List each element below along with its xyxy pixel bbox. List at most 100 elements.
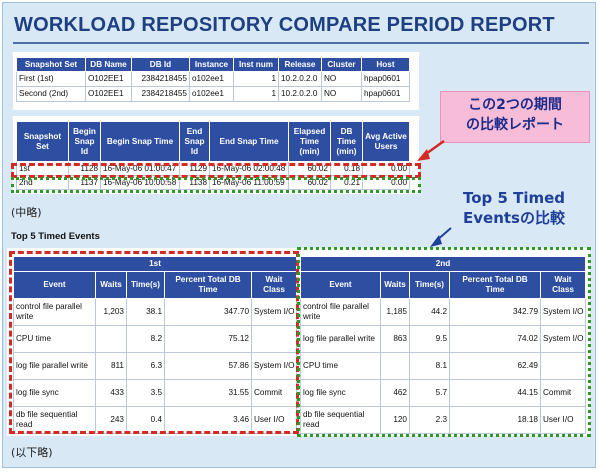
period-cell: 1137 [68, 175, 101, 190]
events-first-cell: 3.46 [164, 406, 252, 434]
events-second-cell: log file sync [300, 379, 381, 407]
snapshot-header-db-name: DB Name [85, 57, 132, 72]
snapshot-cell: 1 [233, 71, 279, 87]
events-first-cell: db file sequential read [13, 406, 96, 434]
snapshot-cell: 10.2.0.2.0 [278, 71, 322, 87]
report-title: WORKLOAD REPOSITORY COMPARE PERIOD REPOR… [14, 14, 555, 36]
events-second-cell: System I/O [539, 298, 587, 326]
period-header-avg-active-users: Avg Active Users [362, 121, 410, 162]
callout-top5-line-1: Top 5 Timed [462, 189, 566, 207]
title-rule [13, 42, 589, 44]
omitted-middle-note: (中略) [11, 206, 42, 219]
events-first-row: db file sequential read 243 0.4 3.46 User I/… [13, 406, 298, 434]
snapshot-header-inst-num: Inst num [233, 57, 279, 72]
callout-periods-line-1: この2つの期間 [468, 97, 562, 113]
period-cell: 0.18 [330, 161, 363, 176]
period-header-begin-snap-time: Begin Snap Time [100, 121, 180, 162]
events-first-cell: 8.2 [126, 325, 165, 353]
snapshot-cell: O102EE1 [85, 86, 132, 102]
snapshot-period-table: Snapshot Set Begin Snap Id Begin Snap Time… [16, 121, 410, 190]
period-header-end-snap-time: End Snap Time [209, 121, 289, 162]
events-second-cell: User I/O [539, 406, 587, 434]
top5-comparison-callout: Top 5 Timed Eventsの比較 [440, 188, 588, 228]
events-first-cell: 75.12 [164, 325, 252, 353]
events-second-header-time-s: Time(s) [409, 271, 450, 299]
events-second-cell: db file sequential read [300, 406, 381, 434]
events-second-row: control file parallel write 1,185 44.2 342.… [300, 298, 587, 326]
period-cell: 60.02 [288, 161, 331, 176]
period-row: 1st 1128 16-May-06 01:00:47 1129 16-May-06 0… [16, 161, 410, 176]
events-second-cell: 863 [380, 325, 410, 353]
snapshot-set-table: Snapshot Set DB Name DB Id Instance Inst num… [16, 57, 410, 102]
events-second-cell: control file parallel write [300, 298, 381, 326]
period-cell: 16-May-06 11:00:59 [209, 175, 289, 190]
period-header-end-snap-id: End Snap Id [179, 121, 210, 162]
top5-section-heading: Top 5 Timed Events [11, 231, 100, 242]
snapshot-row: First (1st) O102EE1 2384218455 o102ee1 1 10.2… [16, 71, 410, 87]
events-second-cell: System I/O [539, 325, 587, 353]
period-header-elapsed-time-min: Elapsed Time (min) [288, 121, 331, 162]
events-second-row: log file parallel write 863 9.5 74.02 System… [300, 325, 587, 353]
events-second-cell [380, 352, 410, 380]
events-first-cell: 31.55 [164, 379, 252, 407]
top5-callout-arrow-icon [430, 227, 452, 247]
snapshot-cell: 2384218455 [131, 71, 190, 87]
snapshot-header-instance: Instance [189, 57, 234, 72]
events-first-row: control file parallel write 1,203 38.1 347.… [13, 298, 298, 326]
events-first-row: log file sync 433 3.5 31.55 Commit [13, 379, 298, 407]
events-second-row: CPU time 8.1 62.49 [300, 352, 587, 380]
events-second-cell: 120 [380, 406, 410, 434]
events-first-cell: User I/O [250, 406, 298, 434]
events-second-header-percent-total-db-time: Percent Total DB Time [449, 271, 541, 299]
snapshot-cell: Second (2nd) [16, 86, 86, 102]
events-first-cell: 811 [95, 352, 127, 380]
snapshot-header-db-id: DB Id [131, 57, 190, 72]
period-header-begin-snap-id: Begin Snap Id [68, 121, 101, 162]
snapshot-cell: hpap0601 [361, 71, 410, 87]
events-first-header-time-s: Time(s) [126, 271, 165, 299]
events-second-header-event: Event [300, 271, 381, 299]
events-first-cell: CPU time [13, 325, 96, 353]
events-first-cell: 243 [95, 406, 127, 434]
callout-top5-line-2: Eventsの比較 [463, 209, 565, 227]
period-header-db-time-min: DB Time (min) [330, 121, 363, 162]
period-cell: 2nd [16, 175, 69, 190]
period-callout-arrow-icon [417, 139, 445, 161]
period-row: 2nd 1137 16-May-06 10:00:58 1138 16-May-06 1… [16, 175, 410, 190]
events-second-cell: 2.3 [409, 406, 450, 434]
events-first-header-waits: Waits [95, 271, 127, 299]
period-cell: 16-May-06 02:00:48 [209, 161, 289, 176]
events-second-cell: 9.5 [409, 325, 450, 353]
events-second-cell: 5.7 [409, 379, 450, 407]
events-second-cell: 44.15 [449, 379, 541, 407]
events-second-row: log file sync 462 5.7 44.15 Commit [300, 379, 587, 407]
top5-events-first-table: 1st Event Waits Time(s) Percent Total DB Ti… [12, 256, 298, 434]
omitted-rest-note: (以下略) [11, 446, 53, 459]
events-second-cell: CPU time [300, 352, 381, 380]
events-second-cell: 1,185 [380, 298, 410, 326]
top5-events-second-table: 2nd Event Waits Time(s) Percent Total DB Ti… [299, 256, 587, 434]
events-first-header-wait-class: Wait Class [250, 271, 298, 299]
events-second-cell: 462 [380, 379, 410, 407]
snapshot-cell: hpap0601 [361, 86, 410, 102]
second-period-group-header: 2nd [299, 256, 587, 272]
period-cell: 1128 [68, 161, 101, 176]
events-first-cell: System I/O [250, 352, 298, 380]
events-first-cell: 347.70 [164, 298, 252, 326]
period-comparison-callout: この2つの期間 の比較レポート [440, 91, 590, 143]
snapshot-row: Second (2nd) O102EE1 2384218455 o102ee1 1 10.… [16, 86, 410, 102]
events-second-cell: 18.18 [449, 406, 541, 434]
events-second-cell: 62.49 [449, 352, 541, 380]
events-first-cell: System I/O [250, 298, 298, 326]
snapshot-cell: 1 [233, 86, 279, 102]
period-cell: 0.21 [330, 175, 363, 190]
first-period-group-header: 1st [12, 256, 298, 272]
callout-periods-line-2: の比較レポート [466, 117, 564, 133]
snapshot-header-snapshot-set: Snapshot Set [16, 57, 86, 72]
period-cell: 16-May-06 01:00:47 [100, 161, 180, 176]
events-second-cell: 342.79 [449, 298, 541, 326]
events-first-cell: control file parallel write [13, 298, 96, 326]
events-first-cell [250, 325, 298, 353]
events-second-cell [539, 352, 587, 380]
snapshot-cell: First (1st) [16, 71, 86, 87]
